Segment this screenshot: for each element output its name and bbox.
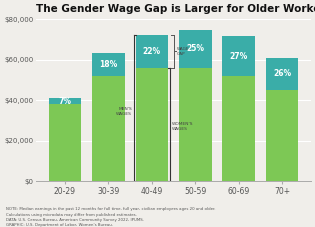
Text: 18%: 18% <box>99 60 117 69</box>
Bar <box>222 76 255 181</box>
Bar <box>179 30 211 68</box>
Text: The Gender Wage Gap is Larger for Older Workers: The Gender Wage Gap is Larger for Older … <box>36 4 315 14</box>
Bar <box>222 36 255 76</box>
Bar <box>135 68 168 181</box>
Bar <box>266 58 298 90</box>
Bar <box>179 68 211 181</box>
Text: NOTE: Median earnings in the past 12 months for full time, full year, civilian e: NOTE: Median earnings in the past 12 mon… <box>6 207 216 227</box>
Text: 26%: 26% <box>273 69 291 78</box>
Text: WAGE
GAP: WAGE GAP <box>177 47 190 56</box>
Text: 7%: 7% <box>59 96 72 106</box>
Text: WOMEN'S
WAGES: WOMEN'S WAGES <box>172 122 193 131</box>
Bar <box>49 104 81 181</box>
Bar <box>92 76 125 181</box>
Bar <box>92 52 125 76</box>
Text: 22%: 22% <box>143 47 161 56</box>
Text: MEN'S
WAGES: MEN'S WAGES <box>116 107 132 116</box>
Text: 25%: 25% <box>186 44 204 54</box>
Bar <box>49 98 81 104</box>
Bar <box>266 90 298 181</box>
Bar <box>135 35 168 68</box>
Text: 27%: 27% <box>230 52 248 61</box>
